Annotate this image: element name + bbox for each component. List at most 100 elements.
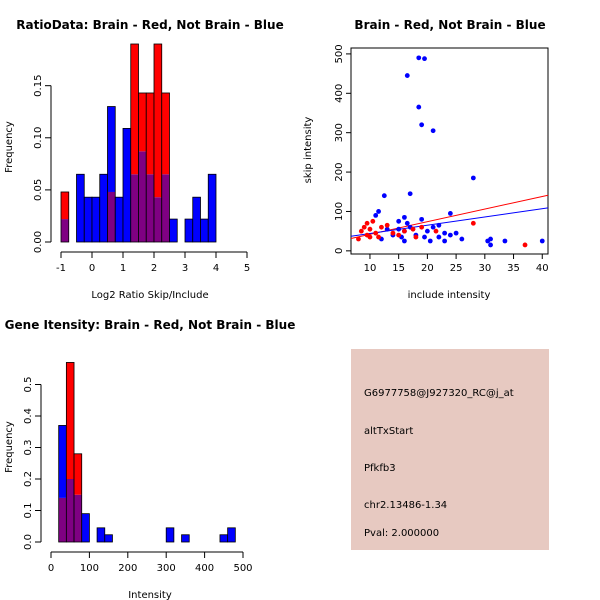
scatter-point-not-brain [436,222,442,228]
ratio-histogram-bar-not-brain [208,174,216,242]
scatter-point-brain [373,230,379,236]
gene-intensity-y-tick-label: 0.2 [23,471,34,487]
scatter-point-brain [358,228,364,234]
scatter-point-not-brain [436,234,442,240]
scatter-point-not-brain [488,242,493,248]
scatter-point-not-brain [453,230,459,236]
ratio-histogram-bin [184,218,194,243]
ratio-histogram-bar-overlap [130,174,139,242]
ratio-histogram-bar-overlap [138,151,147,242]
scatter-point-not-brain [442,230,448,236]
scatter-point-not-brain [381,193,387,199]
scatter-point-not-brain [424,228,430,234]
scatter-point-brain [384,222,390,228]
scatter-point-brain [433,228,439,234]
scatter-point-brain [470,220,476,226]
ratio-histogram-bin [145,92,155,243]
gene-intensity-xlabel: Intensity [128,590,172,600]
scatter-x-tick-label: 15 [392,263,405,274]
scatter-point-brain [376,234,381,240]
ratio-histogram-y-tick-label: 0.05 [33,179,44,201]
gene-intensity-x-tick-label: 300 [157,563,176,574]
scatter-point-not-brain [430,128,436,134]
ratio-histogram-bar-not-brain [92,197,100,242]
scatter-point-not-brain [404,73,410,78]
ratio-histogram-bar-overlap [61,219,69,242]
ratio-histogram-bar-outline [107,106,116,243]
ratio-histogram-x-tick-label: 5 [244,263,250,274]
scatter-point-not-brain [442,238,448,244]
scatter-fit-line-blue [350,207,549,237]
gene-intensity-bar-overlap [66,479,75,542]
scatter-title: Brain - Red, Not Brain - Blue [354,18,545,32]
gene-intensity-y-tick-label: 0.3 [23,440,34,456]
scatter-x-tick-label: 25 [450,263,463,274]
ratio-histogram-bin [207,173,217,243]
ratio-histogram-bar-overlap [107,191,116,242]
gene-intensity-bar-overlap [58,497,67,542]
gene-intensity-x-tick-label: 400 [195,563,214,574]
gene-intensity-bar-brain [66,362,75,479]
gene-intensity-title: Gene Itensity: Brain - Red, Not Brain - … [5,318,296,332]
scatter-point-not-brain [502,238,508,244]
ratio-histogram-bin [60,191,70,243]
ratio-histogram-bar-not-brain [84,197,92,242]
ratio-histogram-ylabel: Frequency [4,121,15,173]
gene-intensity-bar-not-brain [181,534,190,542]
gene-intensity-bin [58,425,67,543]
ratio-histogram-axes: -1 0 1 2 3 4 5 0.00 0.05 0.10 0.15 [33,75,250,274]
gene-intensity-bars [58,362,236,543]
scatter-point-not-brain [404,220,410,226]
gene-intensity-bar-not-brain [227,527,236,542]
scatter-point-not-brain [422,234,427,240]
gene-intensity-bar-outline [104,534,113,543]
ratio-histogram-y-tick-label: 0.00 [33,231,44,253]
ratio-histogram-x-tick-label: -1 [56,263,66,274]
gene-intensity-x-tick-label: 0 [48,563,54,574]
scatter-point-not-brain [447,211,453,216]
ratio-histogram-bar-outline [60,191,70,243]
scatter-plot-box [350,47,549,255]
ratio-histogram-x-tick-label: 1 [120,263,126,274]
gene-intensity-bin [165,527,175,543]
scatter-point-not-brain [459,236,465,242]
scatter-point-not-brain [419,122,425,128]
ratio-histogram-bar-not-brain [123,128,131,242]
ratio-histogram-bar-brain [154,44,162,198]
gene-intensity-x-tick-label: 100 [80,563,99,574]
scatter-x-tick-label: 10 [364,263,377,274]
scatter-point-not-brain [416,104,422,110]
scatter-point-brain [370,218,376,224]
scatter-point-brain [410,226,416,232]
scatter-y-tick-label: 200 [334,163,345,182]
ratio-histogram-bar-brain [130,44,139,175]
scatter-x-tick-label: 40 [536,263,549,274]
gene-intensity-bin [219,534,229,543]
ratio-histogram-bar-outline [207,173,217,243]
ratio-histogram-bar-not-brain [185,219,193,242]
ratio-histogram-bin [169,218,178,243]
scatter-point-not-brain [488,236,493,242]
scatter-fit-lines [350,194,549,239]
scatter-point-brain [402,228,407,234]
scatter-point-brain [361,224,367,230]
scatter-point-brain [522,242,528,248]
ratio-histogram-bin [91,196,101,243]
gene-intensity-x-tick-label: 200 [118,563,137,574]
scatter-point-brain [413,234,419,240]
gene-intensity-bar-not-brain [219,534,228,542]
scatter-point-not-brain [396,226,402,232]
scatter-point-not-brain [376,209,381,214]
ratio-histogram-bar-not-brain [169,219,178,242]
ratio-histogram-bar-outline [161,92,170,243]
scatter-point-not-brain [430,224,436,230]
scatter-point-brain [356,236,361,242]
ratio-histogram-xlabel: Log2 Ratio Skip/Include [91,290,208,301]
scatter-xlabel: include intensity [408,290,491,301]
ratio-histogram-bin [122,128,132,243]
scatter-y-tick-label: 400 [334,84,345,103]
ratio-histogram-bar-brain [138,92,147,152]
ratio-histogram-bar-not-brain [76,174,85,242]
ratio-histogram-bar-overlap [146,174,154,242]
